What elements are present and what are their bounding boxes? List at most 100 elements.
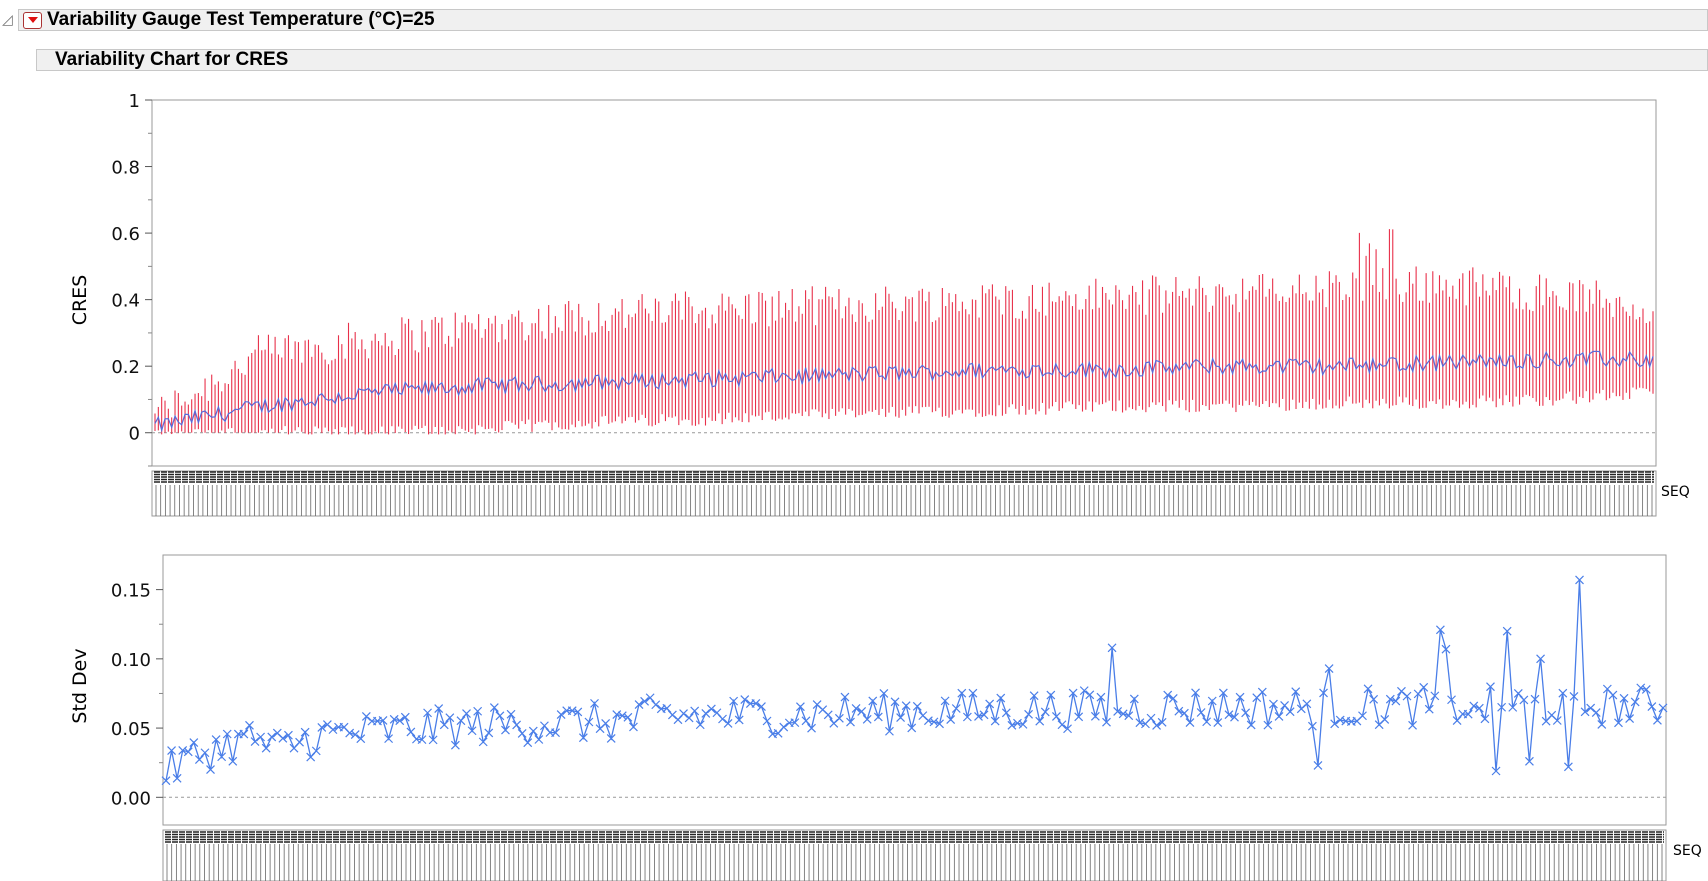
stddev-marker bbox=[1179, 708, 1189, 718]
stddev-marker bbox=[757, 702, 766, 712]
stddev-marker bbox=[239, 729, 249, 739]
stddev-marker bbox=[528, 726, 538, 736]
stddev-marker bbox=[974, 712, 983, 721]
stddev-marker bbox=[467, 726, 477, 736]
stddev-marker bbox=[551, 728, 560, 738]
stddev-marker bbox=[1430, 691, 1440, 701]
stddev-marker bbox=[1063, 724, 1072, 734]
stddev-y-axis-label: Std Dev bbox=[69, 648, 91, 723]
stddev-marker bbox=[1291, 687, 1301, 697]
y-tick-label: 1 bbox=[129, 91, 140, 112]
stddev-marker bbox=[1168, 693, 1178, 703]
cres-seq-axis-frame bbox=[151, 470, 1657, 517]
stddev-marker bbox=[1369, 694, 1379, 704]
stddev-marker bbox=[417, 735, 427, 745]
stddev-marker bbox=[996, 693, 1006, 703]
stddev-marker bbox=[1001, 708, 1011, 718]
cres-seq-axis bbox=[154, 471, 1654, 516]
stddev-marker bbox=[1218, 688, 1228, 698]
stddev-seq-axis-frame bbox=[162, 829, 1667, 881]
stddev-marker bbox=[1269, 699, 1278, 709]
stddev-marker bbox=[1191, 688, 1200, 698]
stddev-marker bbox=[1558, 688, 1568, 698]
stddev-marker bbox=[645, 693, 655, 703]
stddev-marker bbox=[1614, 718, 1623, 728]
report-header: Variability Gauge Test Temperature (°C)=… bbox=[18, 9, 1708, 31]
stddev-marker bbox=[857, 707, 867, 716]
stddev-marker bbox=[512, 720, 522, 730]
stddev-x-axis-label: SEQ bbox=[1673, 843, 1702, 859]
stddev-marker bbox=[1597, 720, 1607, 729]
stddev-marker bbox=[1079, 686, 1089, 696]
stddev-marker bbox=[1508, 702, 1518, 712]
stddev-marker bbox=[567, 706, 577, 716]
stddev-marker bbox=[183, 747, 193, 757]
stddev-marker bbox=[456, 716, 466, 726]
stddev-marker bbox=[734, 715, 744, 725]
stddev-marker bbox=[506, 709, 516, 719]
stddev-marker bbox=[601, 719, 611, 728]
stddev-marker bbox=[228, 756, 238, 766]
stddev-marker bbox=[834, 713, 844, 723]
stddev-marker bbox=[1257, 687, 1267, 697]
disclosure-icon[interactable]: ◿ bbox=[2, 12, 13, 28]
stddev-marker bbox=[1519, 695, 1529, 705]
stddev-marker bbox=[873, 712, 883, 722]
stddev-marker bbox=[1413, 689, 1423, 699]
cres-range-bars bbox=[154, 229, 1654, 435]
cres-plot-frame bbox=[151, 99, 1657, 467]
stddev-marker bbox=[222, 729, 232, 739]
stddev-marker bbox=[862, 714, 872, 724]
stddev-marker bbox=[1408, 720, 1417, 730]
stddev-marker bbox=[194, 755, 204, 764]
stddev-marker bbox=[1102, 717, 1111, 727]
stddev-marker bbox=[1619, 693, 1629, 703]
stddev-marker bbox=[1452, 716, 1462, 725]
stddev-marker bbox=[578, 733, 588, 743]
stddev-marker bbox=[1435, 625, 1445, 635]
y-tick-label: 0.2 bbox=[111, 357, 140, 378]
stddev-marker bbox=[1463, 709, 1473, 719]
stddev-marker bbox=[534, 735, 544, 744]
stddev-marker bbox=[1358, 711, 1367, 721]
stddev-marker bbox=[1135, 718, 1145, 728]
chart-outline-title: Variability Chart for CRES bbox=[55, 49, 289, 70]
stddev-marker bbox=[795, 702, 805, 712]
stddev-marker bbox=[1391, 696, 1401, 706]
stddev-marker bbox=[640, 696, 650, 706]
y-tick-label: 0.15 bbox=[111, 581, 151, 602]
stddev-marker bbox=[178, 746, 188, 755]
stddev-marker bbox=[1647, 702, 1657, 711]
stddev-marker bbox=[617, 711, 627, 721]
stddev-marker bbox=[311, 746, 321, 756]
stddev-marker bbox=[779, 722, 789, 732]
stddev-marker bbox=[1424, 704, 1434, 714]
stddev-marker bbox=[400, 712, 410, 722]
stddev-marker bbox=[957, 688, 967, 698]
stddev-marker bbox=[879, 689, 889, 698]
red-triangle-menu-icon[interactable] bbox=[23, 11, 42, 29]
stddev-marker bbox=[912, 701, 922, 711]
stddev-marker bbox=[1480, 714, 1490, 724]
stddev-marker bbox=[489, 703, 499, 713]
stddev-marker bbox=[790, 718, 800, 728]
y-tick-label: 0.05 bbox=[111, 719, 151, 740]
stddev-marker bbox=[1385, 694, 1395, 704]
stddev-marker bbox=[439, 720, 449, 730]
cres-y-axis: 0 0.2 0.4 0.6 0.8 1 bbox=[111, 91, 1656, 467]
stddev-marker bbox=[990, 716, 1000, 726]
stddev-marker bbox=[940, 696, 950, 706]
stddev-marker bbox=[1497, 702, 1507, 712]
stddev-marker bbox=[345, 728, 355, 738]
stddev-marker bbox=[1046, 690, 1056, 700]
stddev-marker bbox=[1051, 712, 1061, 721]
stddev-marker bbox=[851, 703, 861, 713]
stddev-marker bbox=[217, 752, 227, 762]
stddev-marker bbox=[1007, 720, 1017, 730]
stddev-marker bbox=[1246, 720, 1256, 730]
stddev-marker bbox=[1185, 718, 1195, 727]
stddev-marker bbox=[556, 710, 566, 720]
stddev-marker bbox=[1035, 716, 1045, 726]
stddev-marker bbox=[690, 706, 700, 716]
stddev-marker bbox=[1163, 690, 1173, 700]
